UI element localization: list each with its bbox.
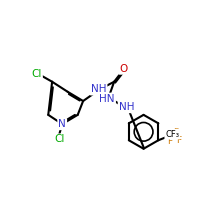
Text: NH: NH: [91, 84, 106, 94]
Text: F: F: [173, 128, 178, 137]
Text: CF₃: CF₃: [165, 130, 179, 139]
Text: Cl: Cl: [31, 69, 42, 79]
Text: Cl: Cl: [54, 134, 64, 144]
Text: F: F: [167, 137, 172, 146]
Text: NH: NH: [119, 102, 134, 112]
Text: O: O: [119, 64, 128, 74]
Text: F: F: [176, 136, 181, 145]
Text: HN: HN: [99, 94, 115, 104]
Text: N: N: [58, 119, 66, 129]
